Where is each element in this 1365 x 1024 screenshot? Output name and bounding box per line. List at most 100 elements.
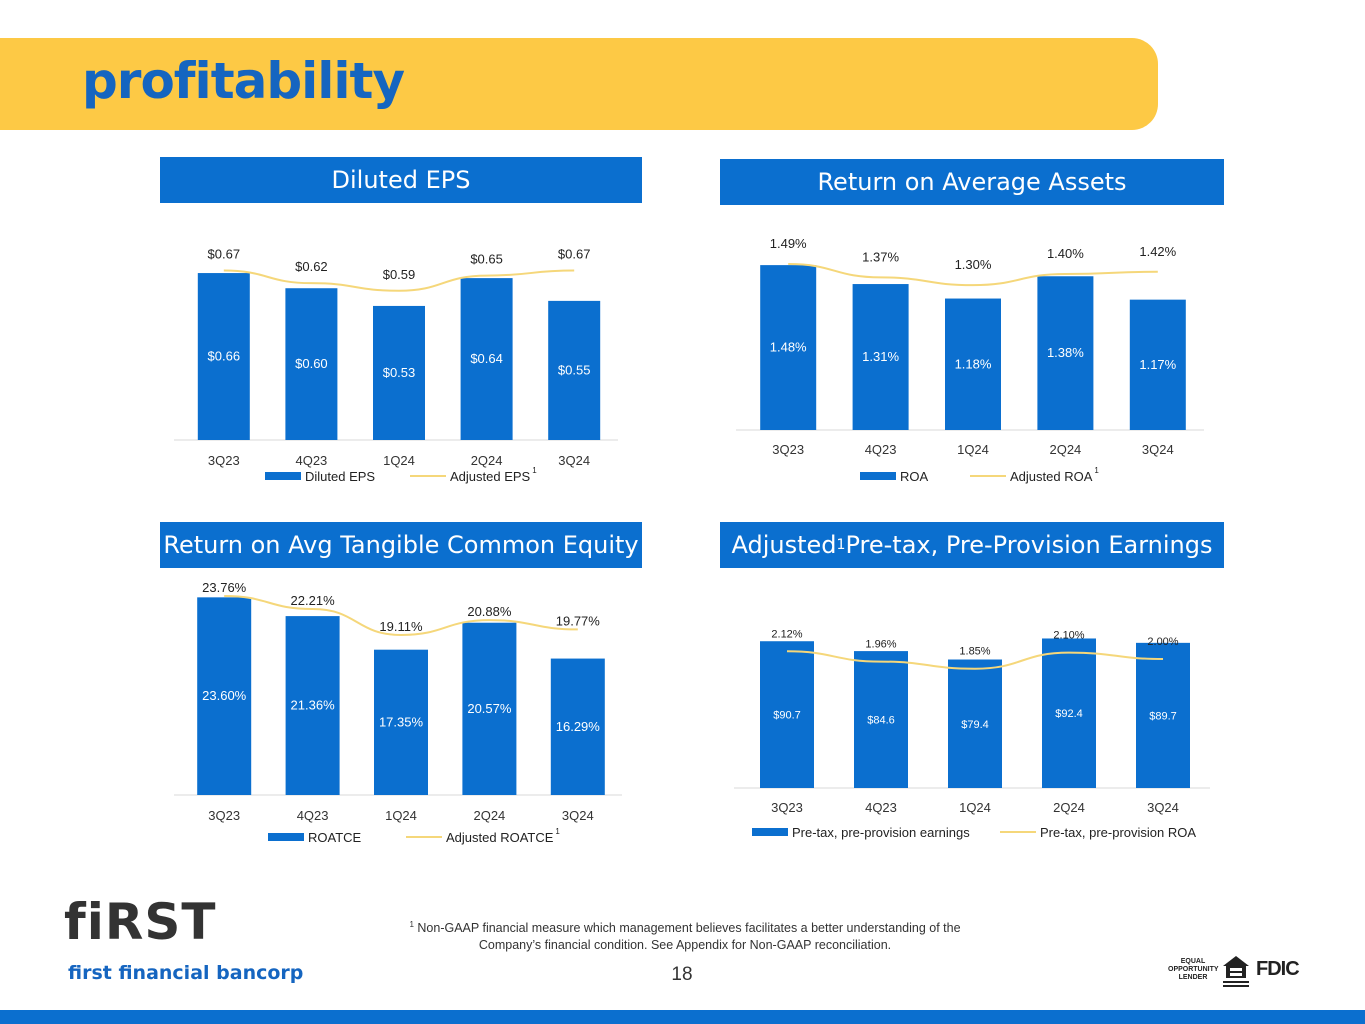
- legend-line-superscript: 1: [532, 466, 537, 475]
- x-tick-label: 3Q23: [208, 453, 240, 468]
- bar: [285, 616, 340, 795]
- footnote-marker: 1: [409, 920, 414, 929]
- line-data-label: 1.49%: [770, 236, 807, 251]
- line-data-label: 1.42%: [1139, 244, 1176, 259]
- title-banner: [0, 38, 1158, 130]
- panel-title-pppe-post: Pre-tax, Pre-Provision Earnings: [845, 531, 1213, 559]
- bar-data-label: $84.6: [867, 715, 895, 727]
- x-tick-label: 4Q23: [865, 800, 897, 815]
- x-tick-label: 1Q24: [959, 800, 991, 815]
- bar: [760, 265, 817, 430]
- panel-title-roa: Return on Average Assets: [720, 159, 1224, 205]
- bar-data-label: $89.7: [1149, 710, 1177, 722]
- bar-data-label: 21.36%: [291, 698, 336, 713]
- bar-data-label: 17.35%: [379, 714, 424, 729]
- legend-bar-label: ROA: [900, 469, 929, 484]
- bar-data-label: 20.57%: [467, 701, 512, 716]
- equal-housing-lender-icon: [1223, 956, 1249, 987]
- legend-bar-label: ROATCE: [308, 830, 362, 845]
- x-tick-label: 2Q24: [1053, 800, 1085, 815]
- bar: [1136, 642, 1190, 788]
- x-tick-label: 2Q24: [1049, 442, 1081, 457]
- line-data-label: 1.96%: [865, 639, 896, 651]
- bar-data-label: 1.31%: [862, 349, 899, 364]
- line-data-label: 2.00%: [1147, 636, 1178, 648]
- legend-line-label: Adjusted EPS: [450, 469, 531, 484]
- x-tick-label: 1Q24: [385, 808, 417, 823]
- bar-data-label: 23.60%: [202, 688, 247, 703]
- bar: [760, 641, 814, 788]
- bar-data-label: 16.29%: [556, 719, 601, 734]
- bar-data-label: $92.4: [1055, 708, 1083, 720]
- line-data-label: $0.62: [295, 259, 328, 274]
- line-data-label: $0.67: [208, 247, 241, 262]
- bar: [197, 597, 252, 795]
- line-data-label: 1.40%: [1047, 246, 1084, 261]
- adjusted-line: [224, 595, 578, 636]
- chart-diluted-eps: $0.66 $0.60 $0.53 $0.64 $0.55 $0.67 $0.62 $0.59…: [174, 247, 618, 484]
- page-number: 18: [671, 964, 693, 985]
- footnote-line-1: Non-GAAP financial measure which managem…: [417, 921, 961, 936]
- line-data-label: 23.76%: [202, 580, 247, 595]
- chart-roatce: 23.60% 21.36% 17.35% 20.57% 16.29% 23.76% 22.2…: [174, 580, 622, 845]
- company-logo: fiRST: [64, 893, 217, 951]
- adjusted-line: [788, 263, 1158, 287]
- bar-data-label: 1.18%: [955, 356, 992, 371]
- bar-data-label: $0.64: [470, 351, 503, 366]
- legend-bar-label: Diluted EPS: [305, 469, 375, 484]
- line-data-label: $0.65: [470, 252, 503, 267]
- adjusted-line: [223, 269, 575, 292]
- bar-data-label: 1.17%: [1139, 357, 1176, 372]
- bar: [1129, 299, 1186, 430]
- chart-roa: 1.48% 1.31% 1.18% 1.38% 1.17% 1.49% 1.37% 1.30%…: [736, 236, 1204, 484]
- bar: [1042, 638, 1096, 788]
- legend-bar-label: Pre-tax, pre-provision earnings: [792, 825, 970, 840]
- panel-title-diluted-eps: Diluted EPS: [160, 157, 642, 203]
- equal-opportunity-lender-badge: EQUAL OPPORTUNITY LENDER: [1168, 958, 1219, 981]
- x-tick-label: 1Q24: [957, 442, 989, 457]
- x-tick-label: 3Q24: [1142, 442, 1174, 457]
- bar: [462, 622, 517, 795]
- legend-bar-swatch: [265, 472, 301, 480]
- bar: [374, 649, 428, 795]
- legend-line-label: Adjusted ROATCE: [446, 830, 554, 845]
- panel-title-pppe: Adjusted 1 Pre-tax, Pre-Provision Earning…: [720, 522, 1224, 568]
- x-tick-label: 3Q23: [208, 808, 240, 823]
- bar-data-label: $90.7: [773, 710, 801, 722]
- line-data-label: 1.37%: [862, 249, 899, 264]
- bar-data-label: 1.38%: [1047, 345, 1084, 360]
- line-data-label: 19.11%: [379, 619, 423, 634]
- line-data-label: $0.67: [558, 247, 591, 262]
- footer-bar: [0, 1010, 1365, 1024]
- legend-bar-swatch: [268, 833, 304, 841]
- bar: [548, 300, 601, 440]
- footnote: 1 Non-GAAP financial measure which manag…: [380, 916, 990, 954]
- legend-bar-swatch: [860, 472, 896, 480]
- x-tick-label: 3Q23: [771, 800, 803, 815]
- x-tick-label: 3Q24: [562, 808, 594, 823]
- legend-line-label: Adjusted ROA: [1010, 469, 1093, 484]
- bar: [285, 288, 338, 440]
- line-data-label: $0.59: [383, 267, 416, 282]
- line-data-label: 2.12%: [771, 628, 802, 640]
- legend-line-label: Pre-tax, pre-provision ROA: [1040, 825, 1196, 840]
- bar: [197, 273, 250, 440]
- x-tick-label: 3Q23: [772, 442, 804, 457]
- line-data-label: 19.77%: [556, 613, 601, 628]
- line-data-label: 2.10%: [1053, 630, 1084, 642]
- bar: [948, 659, 1002, 788]
- company-name: first financial bancorp: [68, 962, 304, 984]
- bar: [945, 298, 1001, 430]
- adjusted-line: [786, 650, 1164, 670]
- x-tick-label: 1Q24: [383, 453, 415, 468]
- line-data-label: 22.21%: [291, 593, 336, 608]
- legend-line-superscript: 1: [1094, 466, 1099, 475]
- bar-data-label: $0.55: [558, 362, 591, 377]
- panel-title-roatce: Return on Avg Tangible Common Equity: [160, 522, 642, 568]
- bar: [854, 651, 908, 788]
- bar-data-label: $0.66: [208, 349, 241, 364]
- page-title: profitability: [82, 52, 405, 110]
- bar: [460, 278, 513, 440]
- line-data-label: 1.85%: [959, 646, 990, 658]
- x-tick-label: 3Q24: [1147, 800, 1179, 815]
